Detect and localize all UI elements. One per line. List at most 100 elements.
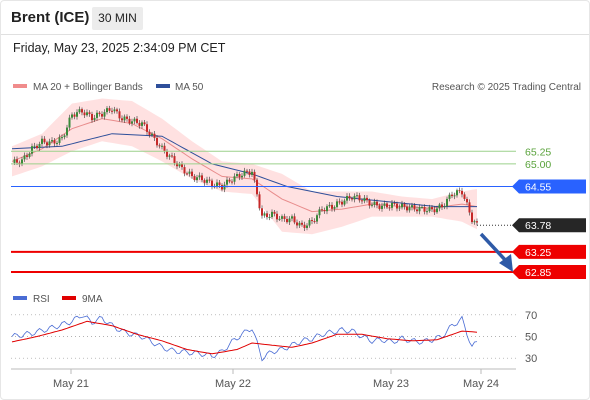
- candle: [406, 203, 408, 213]
- candle: [153, 130, 156, 141]
- candle: [78, 106, 81, 114]
- candle-body: [298, 222, 301, 226]
- candle: [121, 115, 123, 123]
- timeframe-button[interactable]: 30 MIN: [92, 7, 143, 30]
- candle: [131, 118, 133, 127]
- candle-body: [121, 118, 123, 121]
- candle: [188, 168, 191, 177]
- candle-body: [248, 171, 251, 175]
- candle-body: [273, 211, 276, 214]
- candle: [443, 203, 446, 210]
- level-resistance-1: 65.00: [11, 159, 551, 171]
- candle-body: [473, 221, 476, 223]
- candle: [286, 215, 288, 224]
- candle-body: [418, 207, 421, 212]
- candle-body: [313, 221, 316, 223]
- candle-body: [286, 218, 288, 223]
- candle-body: [238, 174, 241, 178]
- candle-body: [411, 205, 413, 208]
- candle: [468, 199, 471, 216]
- header-divider: [1, 34, 589, 35]
- candle-body: [458, 190, 461, 192]
- candle: [241, 172, 243, 180]
- candle-body: [98, 112, 101, 115]
- candle: [161, 143, 163, 150]
- pivot-label: 64.55: [525, 181, 551, 193]
- candle-body: [103, 112, 106, 117]
- candle-body: [336, 201, 338, 208]
- candle: [206, 176, 208, 186]
- candle: [456, 188, 458, 198]
- candle: [158, 143, 161, 149]
- candle: [383, 200, 386, 209]
- legend-9ma: 9MA: [82, 294, 103, 305]
- candle: [236, 171, 238, 178]
- candle: [316, 213, 318, 225]
- candle: [416, 206, 418, 214]
- candle: [331, 202, 333, 212]
- candle: [333, 205, 336, 212]
- candle-body: [438, 204, 441, 209]
- candle: [258, 191, 261, 211]
- candle: [36, 143, 38, 150]
- candle-body: [171, 155, 173, 157]
- candle-body: [93, 117, 96, 121]
- candle: [81, 107, 83, 116]
- candle-body: [406, 206, 408, 211]
- candle-body: [158, 145, 161, 147]
- candle: [433, 206, 436, 216]
- candle: [428, 204, 431, 213]
- candle: [256, 177, 258, 197]
- candle-body: [46, 142, 48, 146]
- candle: [103, 109, 106, 120]
- candle: [243, 167, 246, 178]
- candle-body: [271, 211, 273, 217]
- candle-body: [53, 140, 56, 144]
- candle-body: [36, 145, 38, 149]
- candle-body: [143, 122, 146, 125]
- candle-body: [463, 194, 466, 199]
- candle: [263, 211, 266, 218]
- candle-body: [381, 205, 383, 209]
- candle-body: [83, 112, 86, 116]
- resistance-label: 65.00: [525, 159, 551, 171]
- candle-body: [163, 145, 166, 152]
- candle-body: [323, 210, 326, 212]
- candle: [146, 121, 148, 135]
- candle: [291, 214, 293, 222]
- candle-body: [333, 207, 336, 209]
- candle-body: [371, 204, 373, 206]
- candle-body: [166, 151, 168, 157]
- candle: [226, 176, 228, 188]
- level-last_price-3: 63.78: [477, 218, 586, 233]
- candle-body: [116, 109, 118, 112]
- candle: [353, 193, 356, 203]
- rsi-plot: 70 50 30: [11, 310, 537, 365]
- candle: [231, 179, 233, 185]
- candle-body: [331, 204, 333, 209]
- candle-body: [256, 179, 258, 195]
- candle: [311, 217, 313, 225]
- candle: [248, 168, 251, 178]
- candle-body: [293, 216, 296, 223]
- last-price-label: 63.78: [525, 220, 551, 232]
- candle: [156, 135, 158, 148]
- candle-body: [243, 170, 246, 176]
- candle-body: [208, 179, 211, 181]
- candle: [288, 216, 291, 226]
- candle-body: [326, 206, 328, 212]
- candle: [303, 221, 306, 231]
- candle-body: [168, 155, 171, 157]
- candle-body: [33, 145, 36, 147]
- candle: [28, 152, 31, 159]
- candle-body: [366, 197, 368, 201]
- candle: [453, 192, 456, 200]
- level-resistance-0: 65.25: [11, 146, 551, 158]
- candle-body: [86, 112, 88, 116]
- candle-body: [348, 196, 351, 199]
- candle-body: [386, 203, 388, 208]
- candle: [71, 112, 73, 120]
- candle: [76, 109, 78, 120]
- candle-body: [96, 112, 98, 118]
